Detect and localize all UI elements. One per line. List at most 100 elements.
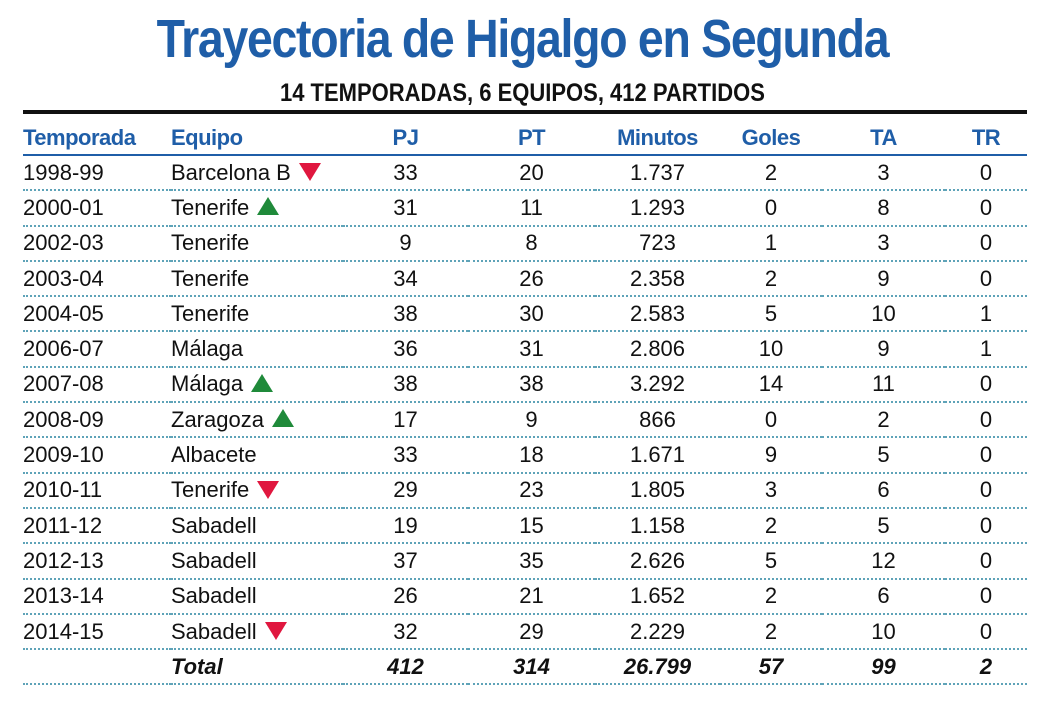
- ta-value: 6: [877, 583, 890, 609]
- cell-goles: 2: [720, 578, 822, 615]
- pt-value: 21: [519, 583, 544, 609]
- cell-goles: 2: [720, 507, 822, 545]
- tr-value: 0: [979, 547, 993, 573]
- pt-value: 11: [520, 194, 543, 220]
- total-empty-cell: [23, 649, 171, 686]
- tr-value: 0: [979, 230, 993, 256]
- equipo-value: Sabadell: [171, 547, 257, 573]
- promotion-arrow-icon: [251, 373, 274, 392]
- total-label: Total: [171, 649, 343, 686]
- minutos-value: 2.626: [629, 547, 686, 573]
- cell-pj: 19: [343, 507, 468, 545]
- temporada-value: 2000-01: [23, 194, 104, 220]
- cell-ta: 3: [822, 225, 945, 262]
- equipo-value: Tenerife: [171, 230, 250, 256]
- cell-ta: 9: [822, 331, 945, 368]
- cell-tr: 0: [945, 543, 1027, 580]
- page-title: Trayectoria de Higalgo en Segunda: [156, 9, 890, 69]
- cell-equipo: Sabadell: [171, 543, 343, 580]
- cell-temporada: 2003-04: [23, 260, 171, 298]
- table-row: 2000-01 Tenerife 31 11 1.293 0 8 0: [23, 190, 1027, 227]
- ta-value: 8: [877, 194, 890, 220]
- cell-minutos: 3.292: [595, 366, 720, 404]
- col-header-pj: PJ: [343, 121, 468, 156]
- table-row: 2004-05 Tenerife 38 30 2.583 5 10 1: [23, 296, 1027, 333]
- pj-value: 32: [393, 618, 418, 644]
- equipo-value: Tenerife: [171, 194, 250, 220]
- col-header-ta: TA: [822, 121, 945, 156]
- temporada-value: 2010-11: [23, 477, 103, 503]
- tr-value: 1: [979, 336, 993, 362]
- total-minutos: 26.799: [595, 649, 720, 686]
- temporada-value: 1998-99: [23, 159, 104, 185]
- total-row: Total 412 314 26.799 57 99 2: [23, 649, 1027, 686]
- goles-value: 10: [758, 336, 784, 362]
- cell-goles: 2: [720, 260, 822, 298]
- goles-value: 0: [764, 194, 778, 220]
- ta-value: 3: [877, 230, 890, 256]
- equipo-value: Sabadell: [171, 618, 257, 644]
- temporada-value: 2008-09: [23, 406, 104, 432]
- cell-minutos: 2.229: [595, 613, 720, 651]
- equipo-value: Tenerife: [171, 477, 250, 503]
- cell-ta: 6: [822, 578, 945, 615]
- ta-value: 9: [877, 336, 890, 362]
- cell-pj: 33: [343, 155, 468, 192]
- temporada-value: 2004-05: [23, 300, 104, 326]
- goles-value: 2: [764, 618, 778, 644]
- equipo-value: Sabadell: [171, 583, 257, 609]
- promotion-arrow-icon: [257, 197, 280, 216]
- cell-equipo: Tenerife: [171, 190, 343, 227]
- table-header-row: Temporada Equipo PJ PT Minutos Goles TA …: [23, 121, 1027, 156]
- pt-value: 26: [519, 265, 544, 291]
- equipo-value: Málaga: [171, 371, 244, 397]
- cell-temporada: 2002-03: [23, 225, 171, 262]
- tr-value: 0: [979, 265, 993, 291]
- temporada-value: 2002-03: [23, 230, 104, 256]
- temporada-value: 2006-07: [23, 336, 104, 362]
- pt-value: 29: [519, 618, 544, 644]
- cell-equipo: Albacete: [171, 437, 343, 474]
- pt-value: 38: [519, 371, 544, 397]
- pt-value: 23: [519, 477, 544, 503]
- cell-ta: 5: [822, 437, 945, 474]
- ta-value: 5: [877, 442, 890, 468]
- cell-pj: 38: [343, 296, 468, 333]
- pj-value: 26: [393, 583, 418, 609]
- cell-goles: 5: [720, 543, 822, 580]
- cell-minutos: 1.805: [595, 472, 720, 509]
- cell-temporada: 2006-07: [23, 331, 171, 368]
- minutos-value: 1.652: [629, 583, 686, 609]
- cell-ta: 3: [822, 155, 945, 192]
- minutos-value: 2.583: [629, 300, 686, 326]
- pt-value: 18: [519, 442, 544, 468]
- cell-ta: 11: [822, 366, 945, 404]
- cell-ta: 9: [822, 260, 945, 298]
- col-header-temporada: Temporada: [23, 121, 171, 156]
- cell-ta: 2: [822, 402, 945, 439]
- ta-value: 12: [871, 547, 896, 573]
- cell-minutos: 1.671: [595, 437, 720, 474]
- pt-value: 30: [519, 300, 544, 326]
- cell-pj: 17: [343, 402, 468, 439]
- cell-pt: 20: [468, 155, 595, 192]
- relegation-arrow-icon: [298, 162, 321, 181]
- minutos-value: 866: [639, 406, 676, 432]
- cell-temporada: 2010-11: [23, 472, 171, 509]
- cell-goles: 0: [720, 190, 822, 227]
- equipo-value: Tenerife: [171, 300, 250, 326]
- temporada-value: 2003-04: [23, 265, 104, 291]
- cell-equipo: Barcelona B: [171, 155, 343, 192]
- tr-value: 0: [979, 194, 993, 220]
- cell-pt: 9: [468, 402, 595, 439]
- cell-pt: 26: [468, 260, 595, 298]
- tr-value: 0: [979, 618, 993, 644]
- col-header-pt: PT: [468, 121, 595, 156]
- pj-value: 38: [393, 371, 418, 397]
- cell-pj: 31: [343, 190, 468, 227]
- equipo-value: Tenerife: [171, 265, 250, 291]
- cell-tr: 0: [945, 507, 1027, 545]
- cell-goles: 9: [720, 437, 822, 474]
- cell-equipo: Zaragoza: [171, 402, 343, 439]
- cell-goles: 10: [720, 331, 822, 368]
